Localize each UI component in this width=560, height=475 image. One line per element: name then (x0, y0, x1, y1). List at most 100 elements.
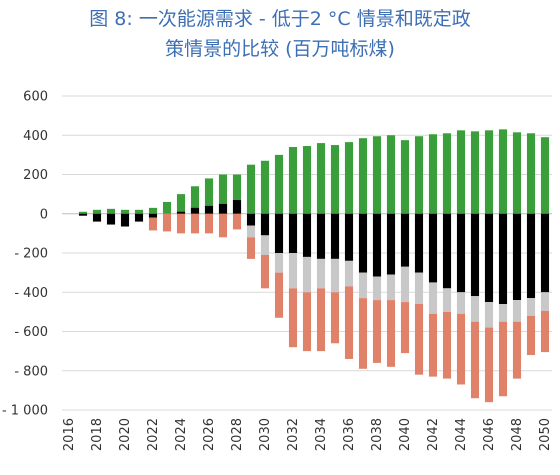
bar-black (526, 213, 536, 299)
x-tick-label: 2050 (538, 418, 553, 451)
y-tick-label: - 600 (14, 325, 48, 340)
x-tick-label: 2024 (174, 418, 189, 451)
bar-black (204, 205, 214, 214)
bar-salmon (190, 213, 200, 234)
bar-black (260, 213, 270, 236)
bar-salmon (218, 213, 228, 238)
x-tick-label: 2038 (370, 418, 385, 451)
bar-black (414, 213, 424, 273)
bar-green (190, 186, 200, 214)
bar-salmon (414, 304, 424, 375)
bar-green (456, 130, 466, 214)
bar-black (442, 213, 452, 289)
bar-salmon (512, 321, 522, 379)
bar-grey (400, 266, 410, 303)
x-tick-label: 2042 (426, 418, 441, 451)
bar-black (498, 213, 508, 305)
x-tick-label: 2048 (510, 418, 525, 451)
y-tick-label: 400 (23, 129, 48, 144)
bar-black (148, 213, 158, 218)
x-axis-ticks: 2016 2018 2020 2022 2024 2026 2028 2030 2032 2034… (62, 418, 553, 451)
bar-salmon (260, 254, 270, 289)
bar-green (120, 209, 130, 214)
x-tick-label: 2032 (286, 418, 301, 451)
bar-green (106, 208, 116, 214)
bar-grey (302, 256, 312, 293)
bar-green (330, 145, 340, 214)
bar-salmon (484, 327, 494, 403)
bar-salmon (246, 237, 256, 259)
bar-salmon (400, 302, 410, 354)
bar-black (288, 213, 298, 253)
bar-grey (442, 288, 452, 312)
bar-green (470, 131, 480, 214)
bar-black (512, 213, 522, 301)
bar-black (358, 213, 368, 273)
bar-green (358, 138, 368, 214)
bar-grey (274, 253, 284, 273)
bar-green (78, 211, 88, 214)
bar-green (400, 140, 410, 214)
x-tick-label: 2040 (398, 418, 413, 451)
bar-grey (484, 302, 494, 328)
y-tick-label: 600 (23, 90, 48, 105)
bar-green (204, 178, 214, 214)
y-tick-label: - 1 000 (2, 404, 48, 419)
bar-salmon (386, 300, 396, 367)
bar-green (498, 129, 508, 214)
y-tick-label: 0 (40, 207, 48, 222)
bar-salmon (274, 272, 284, 318)
bar-green (218, 174, 228, 214)
chart-title-line-1: 图 8: 一次能源需求 - 低于2 °C 情景和既定政 (89, 8, 471, 30)
bar-grey (330, 258, 340, 293)
bar-black (92, 213, 102, 222)
bar-green (316, 143, 326, 214)
bar-grey (386, 274, 396, 301)
bar-green (512, 132, 522, 214)
bar-salmon (498, 321, 508, 397)
y-tick-label: - 800 (14, 364, 48, 379)
bar-green (484, 130, 494, 214)
bar-green (386, 135, 396, 214)
bar-black (316, 213, 326, 259)
bar-salmon (204, 213, 214, 234)
bar-green (540, 137, 550, 214)
bar-grey (428, 282, 438, 314)
y-tick-label: 200 (23, 168, 48, 183)
bar-green (148, 207, 158, 214)
bar-grey (344, 260, 354, 287)
bar-salmon (428, 313, 438, 377)
bar-salmon (344, 286, 354, 359)
bar-salmon (442, 311, 452, 379)
bar-grey (260, 235, 270, 255)
bar-salmon (288, 288, 298, 348)
bar-black (456, 213, 466, 293)
bar-salmon (316, 288, 326, 352)
bar-black (274, 213, 284, 253)
bar-grey (526, 298, 536, 316)
bar-black (372, 213, 382, 277)
bar-green (442, 133, 452, 214)
y-axis-ticks: 600 400 200 0 - 200 - 400 - 600 - 800 - 1 000 (2, 90, 48, 419)
bar-black (190, 207, 200, 214)
x-tick-label: 2034 (314, 418, 329, 451)
bar-grey (372, 276, 382, 301)
bar-black (344, 213, 354, 261)
bar-black (134, 213, 144, 222)
bar-green (176, 194, 186, 214)
x-tick-label: 2036 (342, 418, 357, 451)
bar-salmon (330, 292, 340, 344)
y-tick-label: - 400 (14, 286, 48, 301)
bar-black (470, 213, 480, 297)
bar-salmon (232, 213, 242, 230)
x-tick-label: 2030 (258, 418, 273, 451)
bar-green (526, 133, 536, 214)
bar-black (176, 211, 186, 214)
bar-black (120, 213, 130, 227)
bar-green (246, 164, 256, 214)
y-tick-label: - 200 (14, 247, 48, 262)
bar-black (232, 200, 242, 214)
bar-green (414, 136, 424, 214)
bar-black (428, 213, 438, 283)
